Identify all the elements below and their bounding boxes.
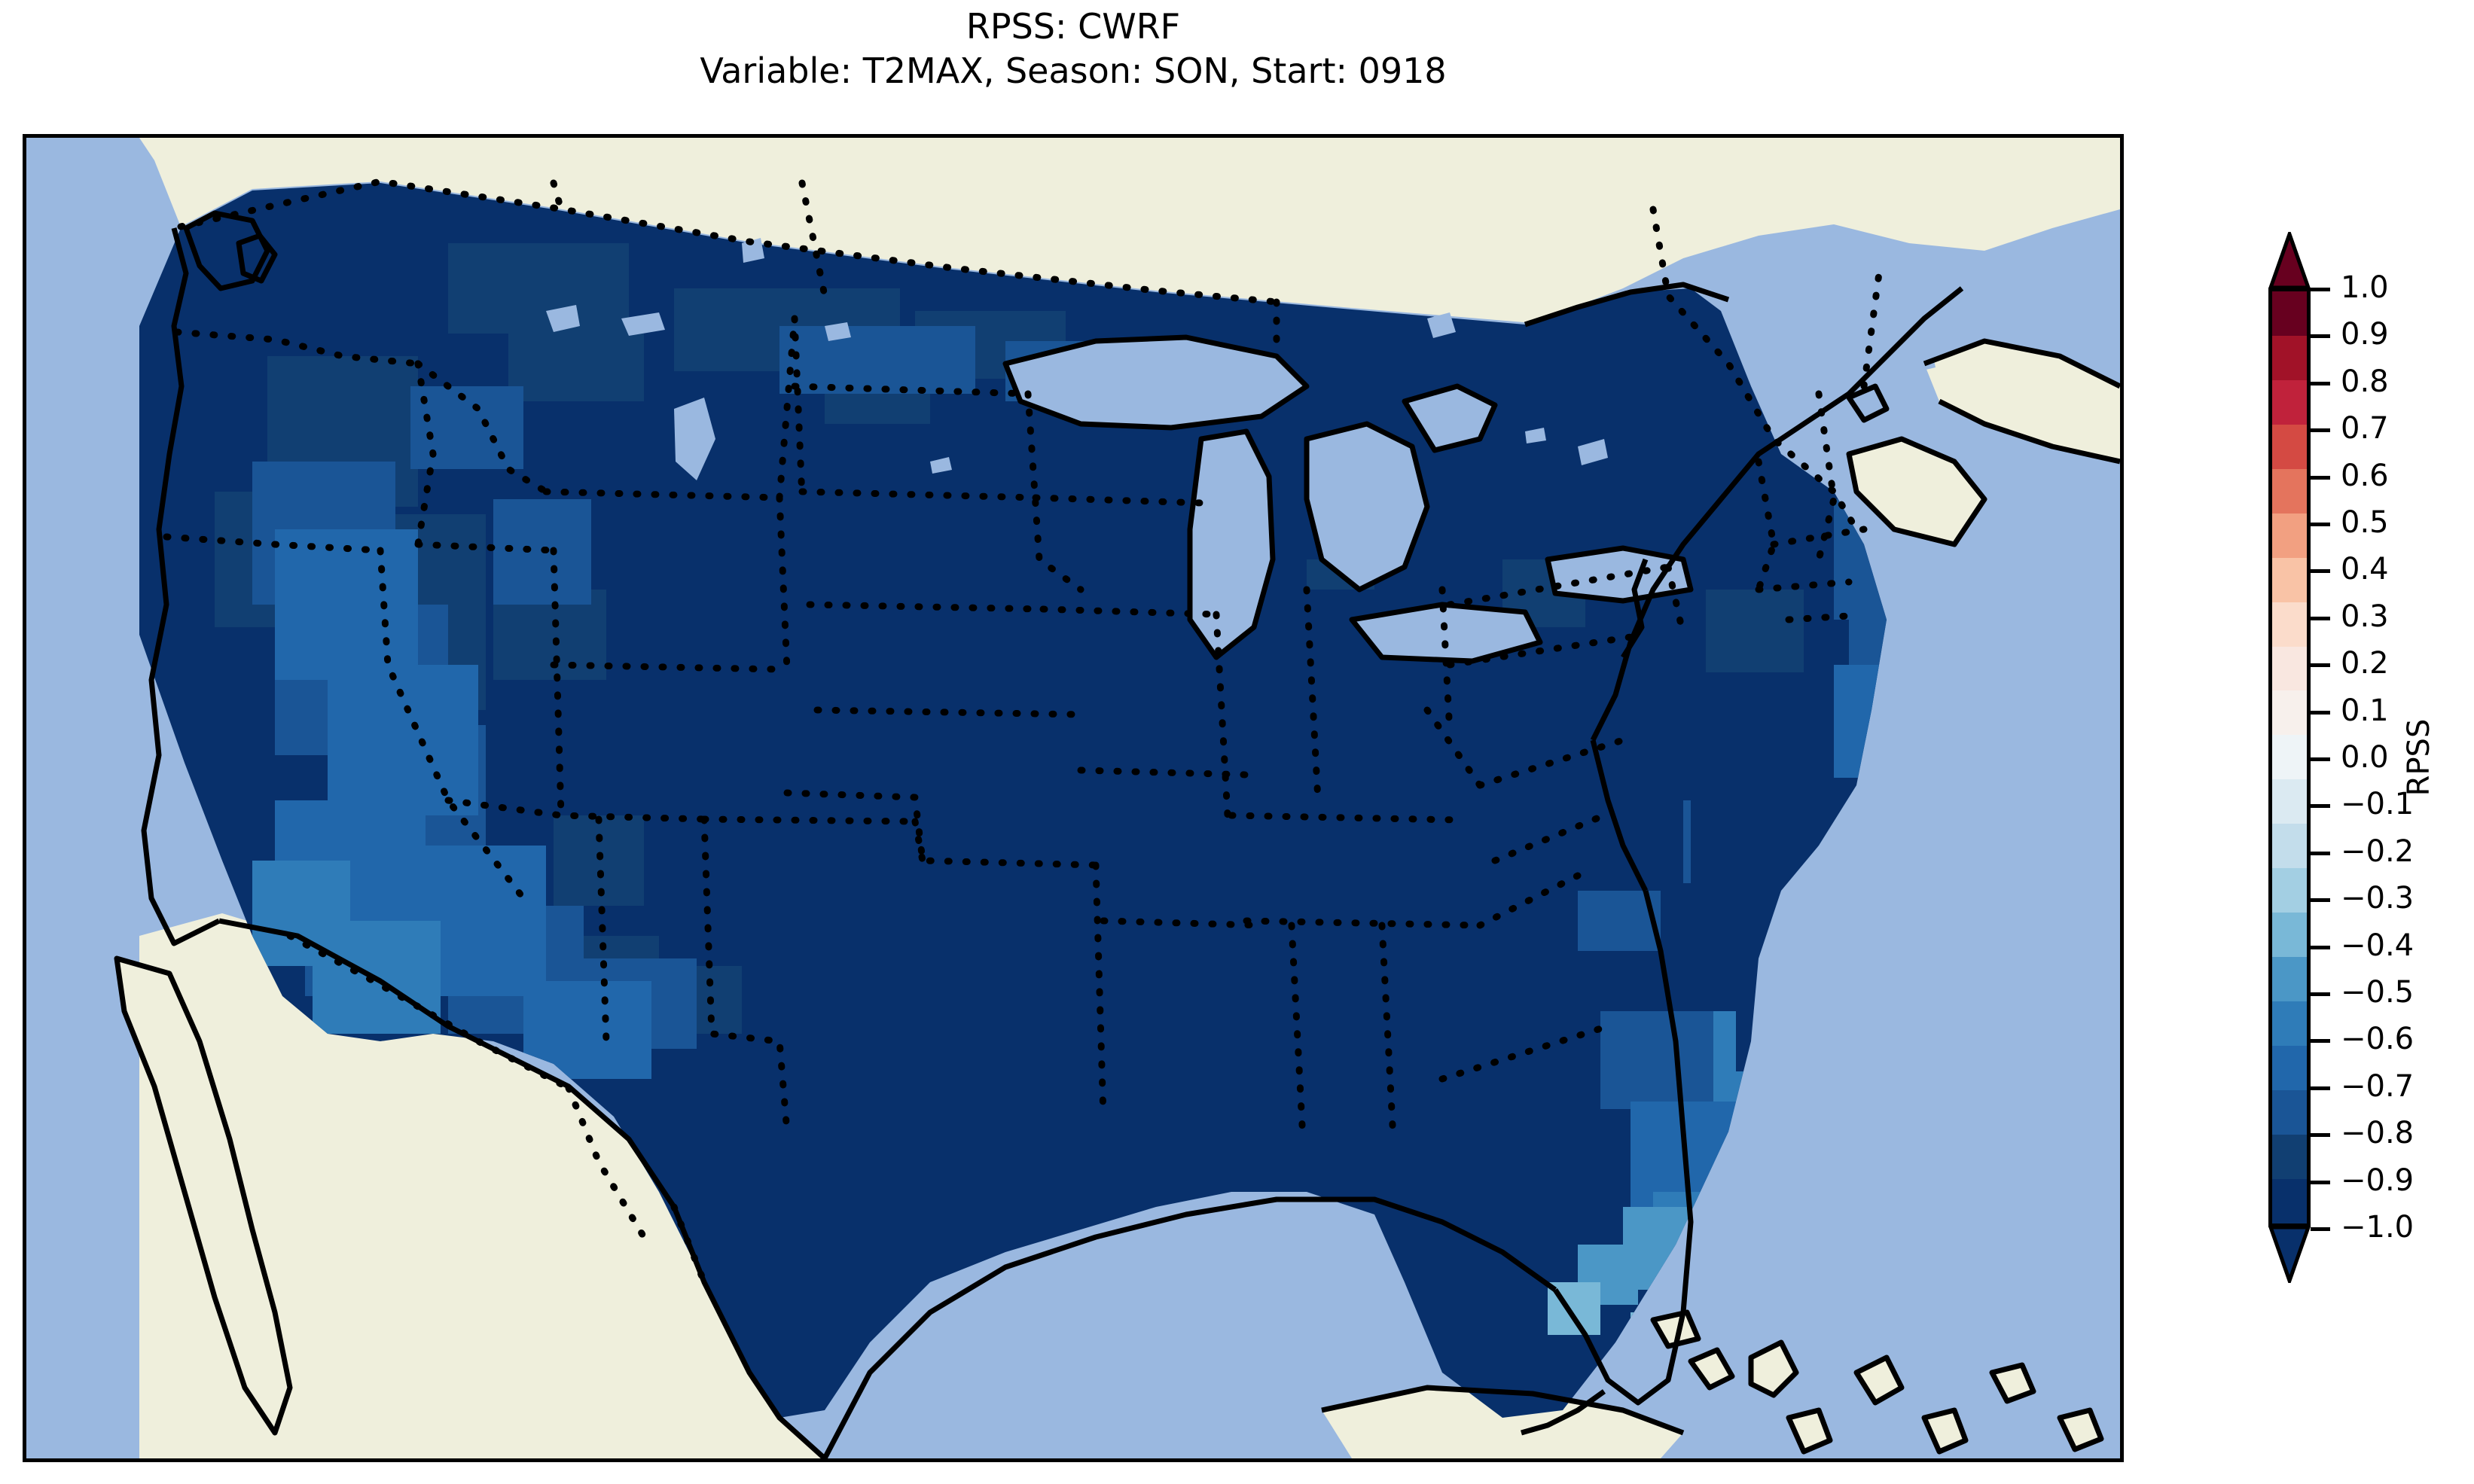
- colorbar-segment: [2272, 913, 2307, 958]
- colorbar[interactable]: 1.0 0.9 0.8 0.7 0.6 0.5 0.4 0.3 0.2 0.1 0.0 −0.1 −0.…: [2268, 228, 2414, 1287]
- colorbar-tick-mark: [2311, 1180, 2330, 1184]
- colorbar-tick-label: −0.6: [2341, 1022, 2415, 1057]
- colorbar-tick-mark: [2311, 1086, 2330, 1090]
- colorbar-tick-mark: [2311, 710, 2330, 715]
- colorbar-tick-label: 0.1: [2341, 693, 2389, 728]
- colorbar-tick-mark: [2311, 804, 2330, 809]
- colorbar-axis-label: RPSS: [2402, 718, 2436, 797]
- colorbar-segment: [2272, 468, 2307, 513]
- colorbar-tick-label: 0.2: [2341, 646, 2389, 681]
- colorbar-extend-top-arrow: [2268, 228, 2311, 290]
- colorbar-tick-label: 0.9: [2341, 317, 2389, 352]
- colorbar-segment: [2272, 646, 2307, 691]
- map-plot-area[interactable]: [23, 134, 2124, 1462]
- colorbar-segment: [2272, 291, 2307, 336]
- colorbar-tick-mark: [2311, 1227, 2330, 1231]
- colorbar-segment: [2272, 1089, 2307, 1135]
- colorbar-segment: [2272, 1001, 2307, 1046]
- colorbar-segment: [2272, 690, 2307, 736]
- colorbar-segment: [2272, 1178, 2307, 1223]
- colorbar-tick-mark: [2311, 475, 2330, 480]
- coastline-layer: [114, 210, 2120, 1458]
- colorbar-tick-mark: [2311, 428, 2330, 433]
- colorbar-tick-mark: [2311, 523, 2330, 526]
- colorbar-segment: [2272, 779, 2307, 824]
- colorbar-tick-label: 0.5: [2341, 505, 2389, 540]
- colorbar-segment: [2272, 1045, 2307, 1090]
- colorbar-tick-mark: [2311, 945, 2330, 949]
- colorbar-segment: [2272, 868, 2307, 913]
- land-layer: [117, 138, 2120, 1458]
- colorbar-tick-label: −0.3: [2341, 881, 2415, 916]
- colorbar-tick-mark: [2311, 663, 2330, 668]
- colorbar-tick-label: 0.7: [2341, 411, 2389, 446]
- colorbar-tick-mark: [2311, 616, 2330, 620]
- colorbar-segment: [2272, 602, 2307, 647]
- colorbar-tick-label: −0.4: [2341, 928, 2415, 963]
- colorbar-tick-mark: [2311, 992, 2330, 996]
- colorbar-tick-mark: [2311, 569, 2330, 574]
- colorbar-tick-mark: [2311, 334, 2330, 339]
- colorbar-tick-label: 0.4: [2341, 552, 2389, 587]
- colorbar-tick-mark: [2311, 288, 2330, 291]
- colorbar-tick-label: 0.0: [2341, 740, 2389, 775]
- colorbar-tick-label: 0.6: [2341, 458, 2389, 493]
- colorbar-tick-label: 0.8: [2341, 364, 2389, 399]
- colorbar-tick-mark: [2311, 1039, 2330, 1044]
- figure-title: RPSS: CWRF Variable: T2MAX, Season: SON,…: [700, 6, 1447, 91]
- colorbar-tick-label: −1.0: [2341, 1210, 2415, 1245]
- colorbar-tick-mark: [2311, 381, 2330, 385]
- colorbar-segment: [2272, 513, 2307, 558]
- colorbar-segment: [2272, 557, 2307, 602]
- colorbar-tick-label: −0.8: [2341, 1116, 2415, 1151]
- colorbar-segment: [2272, 1134, 2307, 1179]
- map-svg: [26, 138, 2120, 1458]
- colorbar-segment: [2272, 335, 2307, 380]
- colorbar-tick-label: −0.1: [2341, 787, 2415, 822]
- colorbar-gradient: [2268, 288, 2311, 1227]
- colorbar-segment: [2272, 957, 2307, 1001]
- lakes-layer: [546, 238, 1936, 661]
- colorbar-tick-label: −0.9: [2341, 1163, 2415, 1198]
- colorbar-segment: [2272, 735, 2307, 780]
- state-borders-layer: [163, 178, 1883, 1286]
- colorbar-tick-mark: [2311, 851, 2330, 855]
- colorbar-tick-mark: [2311, 898, 2330, 903]
- colorbar-segment: [2272, 824, 2307, 869]
- colorbar-tick-mark: [2311, 757, 2330, 761]
- colorbar-ticks: 1.0 0.9 0.8 0.7 0.6 0.5 0.4 0.3 0.2 0.1 0.0 −0.1 −0.…: [2311, 270, 2474, 1245]
- colorbar-tick-mark: [2311, 1133, 2330, 1138]
- colorbar-tick-label: 0.3: [2341, 599, 2389, 634]
- colorbar-segment: [2272, 424, 2307, 469]
- colorbar-tick-label: −0.2: [2341, 833, 2415, 869]
- colorbar-extend-bottom-arrow: [2268, 1225, 2311, 1287]
- colorbar-segment: [2272, 379, 2307, 425]
- colorbar-tick-label: 1.0: [2341, 270, 2389, 305]
- colorbar-tick-label: −0.5: [2341, 975, 2415, 1010]
- colorbar-tick-label: −0.7: [2341, 1068, 2415, 1104]
